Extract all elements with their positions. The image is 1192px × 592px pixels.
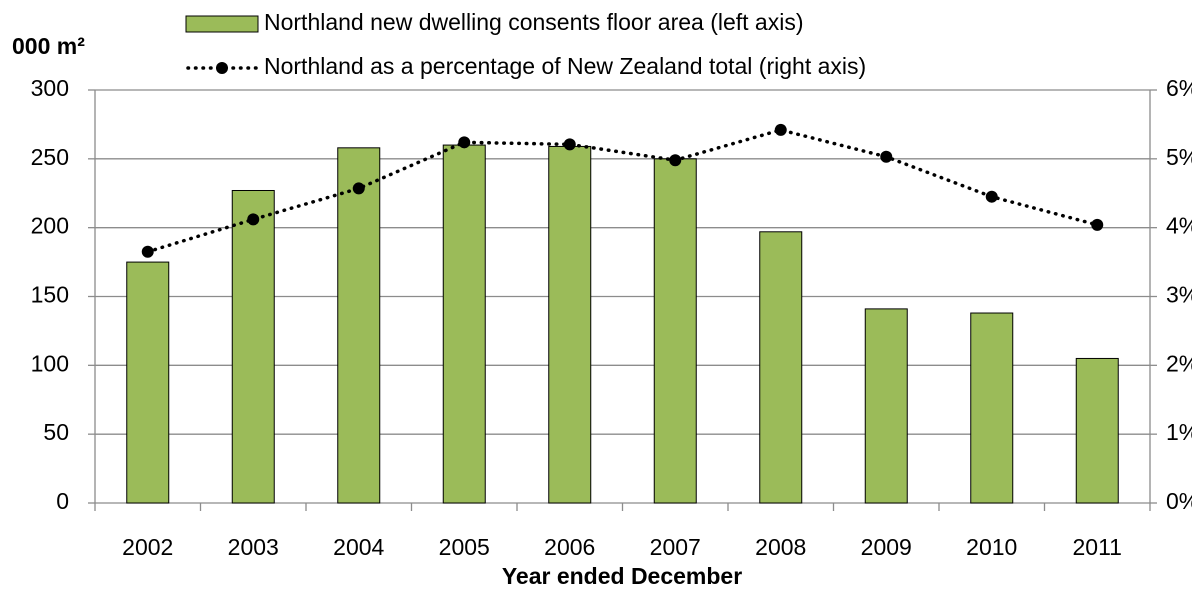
bar [126,261,170,504]
line-marker [880,150,893,163]
legend-swatch [185,15,259,33]
y-axis-label: 000 m² [12,33,85,59]
x-tick-label: 2002 [122,534,173,560]
line-marker [247,213,260,226]
x-tick-label: 2003 [228,534,279,560]
y2-tick-label: 1% [1166,419,1192,445]
y-tick-label: 0 [56,488,69,514]
x-tick-label: 2011 [1073,534,1122,560]
bar [864,308,908,504]
bar [548,145,592,504]
y2-tick-label: 4% [1166,213,1192,239]
legend-label: Northland as a percentage of New Zealand… [264,53,866,79]
x-tick-label: 2007 [650,534,701,560]
line-marker [563,138,576,151]
line-marker [141,245,154,258]
y2-tick-label: 5% [1166,144,1192,170]
line-marker [669,154,682,167]
y-tick-label: 50 [43,419,69,445]
y-tick-label: 300 [31,75,69,101]
line-marker [985,190,998,203]
bar [442,144,486,504]
bar [759,231,803,504]
y-tick-label: 250 [31,144,69,170]
x-tick-label: 2010 [966,534,1017,560]
x-tick-label: 2006 [544,534,595,560]
y2-tick-label: 6% [1166,75,1192,101]
x-tick-label: 2008 [755,534,806,560]
x-tick-label: 2009 [861,534,912,560]
bar [970,312,1014,504]
line [146,128,1099,254]
y2-tick-label: 3% [1166,282,1192,308]
y2-tick-label: 0% [1166,488,1192,514]
y-tick-label: 200 [31,213,69,239]
line-marker [458,136,471,149]
line-marker [774,123,787,136]
legend-label: Northland new dwelling consents floor ar… [264,9,804,35]
bar [1075,357,1119,504]
x-axis-label: Year ended December [502,563,742,589]
bar [337,147,381,504]
bar [653,158,697,504]
x-tick-label: 2004 [333,534,384,560]
line-marker [352,182,365,195]
y-tick-label: 150 [31,282,69,308]
y-tick-label: 100 [31,350,69,376]
x-tick-label: 2005 [439,534,490,560]
legend-marker [216,62,228,74]
bar [231,189,275,504]
y2-tick-label: 2% [1166,350,1192,376]
line-marker [1091,218,1104,231]
